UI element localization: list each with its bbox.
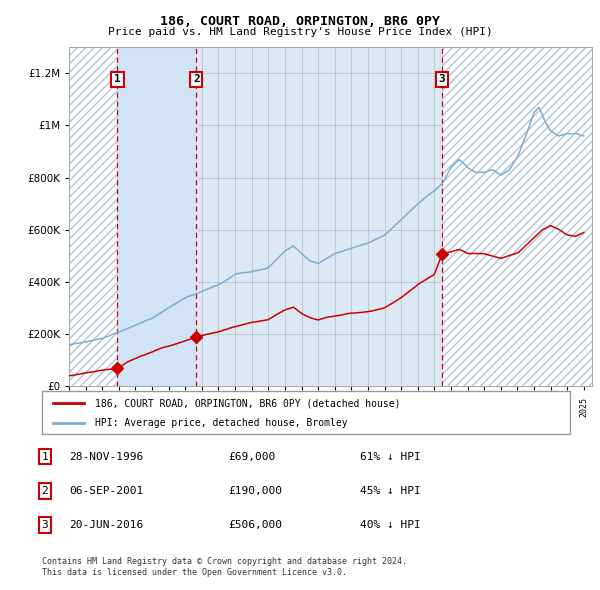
Text: 2011: 2011 <box>347 397 356 417</box>
Text: 1995: 1995 <box>81 397 90 417</box>
Text: 1: 1 <box>114 74 121 84</box>
Text: £190,000: £190,000 <box>228 486 282 496</box>
Text: 2010: 2010 <box>330 397 339 417</box>
Text: 2: 2 <box>193 74 200 84</box>
Text: 186, COURT ROAD, ORPINGTON, BR6 0PY (detached house): 186, COURT ROAD, ORPINGTON, BR6 0PY (det… <box>95 398 400 408</box>
Text: 2005: 2005 <box>247 397 256 417</box>
Text: 2018: 2018 <box>463 397 472 417</box>
Text: This data is licensed under the Open Government Licence v3.0.: This data is licensed under the Open Gov… <box>42 568 347 577</box>
Text: 2013: 2013 <box>380 397 389 417</box>
Text: 2003: 2003 <box>214 397 223 417</box>
Text: 1994: 1994 <box>65 397 74 417</box>
Text: 2009: 2009 <box>314 397 323 417</box>
Text: 2012: 2012 <box>364 397 373 417</box>
Text: 2022: 2022 <box>530 397 539 417</box>
Text: 2023: 2023 <box>546 397 555 417</box>
Text: 61% ↓ HPI: 61% ↓ HPI <box>360 452 421 461</box>
Bar <box>442 47 592 386</box>
Text: 1999: 1999 <box>148 397 157 417</box>
Text: 2024: 2024 <box>563 397 572 417</box>
Text: 186, COURT ROAD, ORPINGTON, BR6 0PY: 186, COURT ROAD, ORPINGTON, BR6 0PY <box>160 15 440 28</box>
Text: 20-JUN-2016: 20-JUN-2016 <box>69 520 143 530</box>
Bar <box>118 47 196 386</box>
Text: 2007: 2007 <box>280 397 289 417</box>
Text: 2008: 2008 <box>297 397 306 417</box>
Text: 2019: 2019 <box>480 397 489 417</box>
Text: 2025: 2025 <box>580 397 589 417</box>
Text: 06-SEP-2001: 06-SEP-2001 <box>69 486 143 496</box>
Bar <box>69 47 118 386</box>
Text: 1997: 1997 <box>115 397 124 417</box>
Text: £506,000: £506,000 <box>228 520 282 530</box>
Text: 2016: 2016 <box>430 397 439 417</box>
Text: 2004: 2004 <box>230 397 239 417</box>
Text: 40% ↓ HPI: 40% ↓ HPI <box>360 520 421 530</box>
Text: 1: 1 <box>41 452 49 461</box>
Text: 28-NOV-1996: 28-NOV-1996 <box>69 452 143 461</box>
Text: 1998: 1998 <box>131 397 140 417</box>
Text: 45% ↓ HPI: 45% ↓ HPI <box>360 486 421 496</box>
Text: 3: 3 <box>439 74 445 84</box>
Text: 2021: 2021 <box>513 397 522 417</box>
Text: 3: 3 <box>41 520 49 530</box>
FancyBboxPatch shape <box>42 391 570 434</box>
Text: £69,000: £69,000 <box>228 452 275 461</box>
Text: HPI: Average price, detached house, Bromley: HPI: Average price, detached house, Brom… <box>95 418 347 428</box>
Text: 2020: 2020 <box>496 397 505 417</box>
Text: 2002: 2002 <box>197 397 206 417</box>
Text: 1996: 1996 <box>98 397 107 417</box>
Text: 2001: 2001 <box>181 397 190 417</box>
Text: 2000: 2000 <box>164 397 173 417</box>
Text: Price paid vs. HM Land Registry's House Price Index (HPI): Price paid vs. HM Land Registry's House … <box>107 27 493 37</box>
Text: Contains HM Land Registry data © Crown copyright and database right 2024.: Contains HM Land Registry data © Crown c… <box>42 557 407 566</box>
Text: 2015: 2015 <box>413 397 422 417</box>
Text: 2014: 2014 <box>397 397 406 417</box>
Text: 2006: 2006 <box>264 397 273 417</box>
Text: 2017: 2017 <box>446 397 455 417</box>
Text: 2: 2 <box>41 486 49 496</box>
